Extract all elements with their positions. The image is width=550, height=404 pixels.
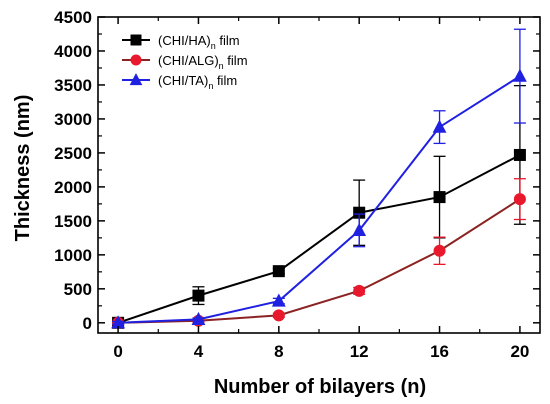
data-point <box>433 244 446 257</box>
series-line <box>118 198 521 324</box>
data-point <box>352 222 367 237</box>
y-tick-label: 1000 <box>54 246 92 265</box>
x-tick-label: 0 <box>113 342 122 361</box>
series-line <box>117 154 521 324</box>
data-point <box>271 293 286 307</box>
legend-marker <box>130 54 142 66</box>
data-point <box>353 206 366 219</box>
legend-marker <box>129 73 143 86</box>
y-tick-label: 2000 <box>54 178 92 197</box>
data-point <box>513 193 526 206</box>
legend-subscript: n <box>208 81 213 91</box>
y-tick-label: 0 <box>83 314 92 333</box>
series-line <box>118 75 521 324</box>
legend-name: (CHI/HA) <box>158 33 211 48</box>
legend-name: (CHI/TA) <box>158 73 208 88</box>
data-point <box>513 68 527 82</box>
y-tick-label: 3500 <box>54 76 92 95</box>
y-tick-label: 1500 <box>54 212 92 231</box>
y-tick-label: 4500 <box>54 8 92 27</box>
data-point <box>433 191 446 204</box>
y-tick-label: 3000 <box>54 110 92 129</box>
legend-suffix: film <box>213 73 237 88</box>
y-tick-label: 500 <box>64 280 92 299</box>
data-point <box>513 148 526 161</box>
series-2 <box>111 28 527 329</box>
legend-marker <box>130 34 142 46</box>
x-tick-label: 8 <box>274 342 283 361</box>
data-point <box>191 311 206 326</box>
data-point <box>353 284 366 297</box>
legend-suffix: film <box>216 33 240 48</box>
legend-label: (CHI/HA)n film <box>158 33 240 51</box>
x-tick-label: 16 <box>430 342 449 361</box>
x-tick-label: 4 <box>194 342 204 361</box>
data-point <box>432 119 447 133</box>
legend-label: (CHI/TA)n film <box>158 73 237 91</box>
legend: (CHI/HA)n film(CHI/ALG)n film(CHI/TA)n f… <box>122 33 248 91</box>
x-tick-label: 20 <box>510 342 529 361</box>
data-point <box>192 289 205 302</box>
legend-suffix: film <box>224 53 248 68</box>
y-tick-label: 2500 <box>54 144 92 163</box>
legend-name: (CHI/ALG) <box>158 53 219 68</box>
x-tick-label: 12 <box>350 342 369 361</box>
y-axis-title: Thickness (nm) <box>12 95 34 242</box>
data-point <box>111 315 125 329</box>
data-point <box>272 309 285 322</box>
legend-subscript: n <box>211 41 216 51</box>
y-tick-label: 4000 <box>54 42 92 61</box>
legend-subscript: n <box>219 61 224 71</box>
legend-label: (CHI/ALG)n film <box>158 53 248 71</box>
x-axis-title: Number of bilayers (n) <box>214 376 426 398</box>
data-point <box>272 265 285 278</box>
